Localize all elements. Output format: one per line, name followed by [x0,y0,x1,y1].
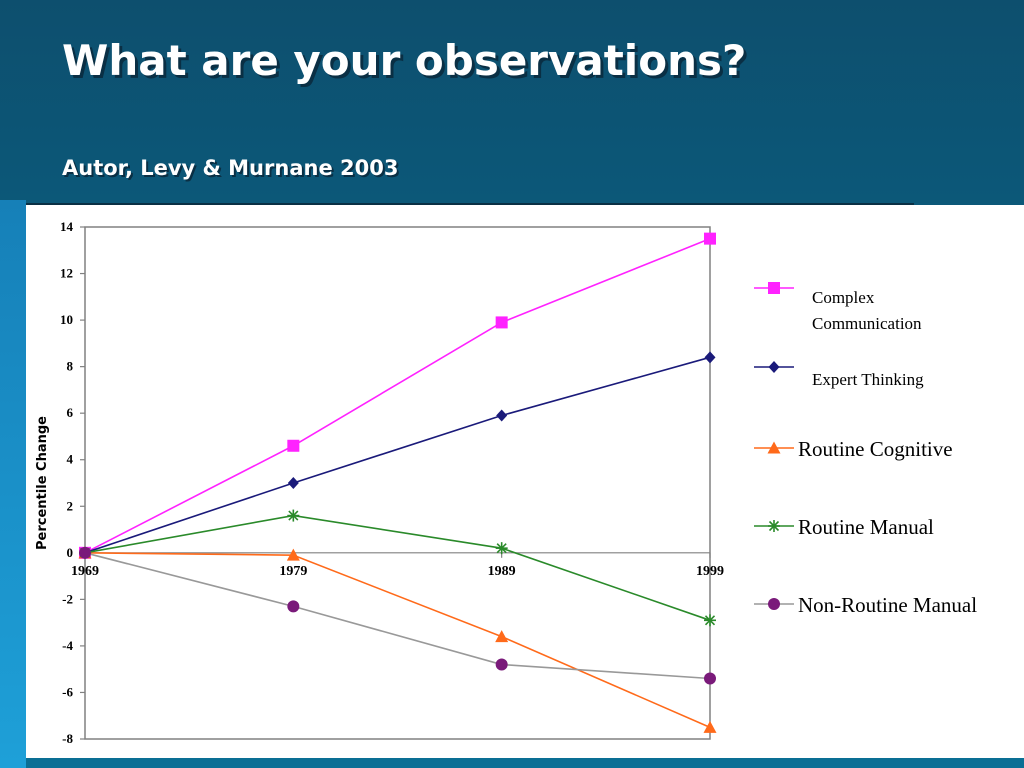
legend-item-routine-cognitive: Routine Cognitive [754,437,953,461]
y-tick-label: -4 [62,638,73,653]
data-point-routine-cognitive [495,630,509,643]
data-point-non-routine-manual [495,658,508,671]
legend-item-complex-communication: Complex Communication [754,282,922,333]
series-line-expert-thinking [84,356,711,554]
legend-item-expert-thinking: Expert Thinking [754,361,924,389]
legend-marker [768,598,780,610]
asterisk-stroke [288,510,299,521]
x-tick-label: 1999 [696,564,724,579]
legend-item-non-routine-manual: Non-Routine Manual [754,593,977,617]
data-point-non-routine-manual [79,546,91,559]
data-point-complex-communication [704,232,716,245]
y-axis: -8 -6 -4 -2 0 2 4 6 8 10 12 14 [60,219,85,746]
left-accent-band [0,200,26,768]
y-tick-label: -8 [62,731,73,746]
data-point-expert-thinking [287,477,299,489]
series-line-routine-cognitive [84,552,711,729]
data-point-expert-thinking [496,409,508,422]
y-tick-label: 12 [60,266,73,281]
legend-marker [768,520,780,532]
data-point-routine-manual [704,614,716,627]
y-tick-label: -2 [62,591,73,606]
legend-item-routine-manual: Routine Manual [754,515,934,539]
legend-label: Communication [812,314,922,333]
y-tick-label: 0 [67,545,74,560]
data-point-complex-communication [287,439,300,452]
x-axis: 1969 1979 1989 1999 [71,552,724,579]
y-tick-label: 4 [67,452,74,467]
chart-panel: -8 -6 -4 -2 0 2 4 6 8 10 12 14 1969 1979 1989 1999 Com… [26,205,1024,758]
plot-area [84,226,711,740]
series-line-complex-communication [84,237,711,554]
series-line-routine-manual [84,514,711,622]
y-tick-label: 2 [67,498,74,513]
y-tick-label: 6 [67,405,74,420]
slide-subtitle: Autor, Levy & Murnane 2003 [62,156,399,180]
data-point-routine-manual [287,509,300,522]
legend-marker [767,441,781,454]
legend-marker [768,282,780,294]
series-layer [78,232,717,733]
legend-marker [768,361,780,373]
legend-label: Non-Routine Manual [798,593,977,617]
x-tick-label: 1989 [488,564,516,579]
data-point-expert-thinking [704,351,716,364]
y-tick-label: -6 [62,684,73,699]
line-chart: -8 -6 -4 -2 0 2 4 6 8 10 12 14 1969 1979 1989 1999 Com… [35,219,977,746]
x-tick-label: 1979 [279,564,307,579]
x-tick-label: 1969 [71,564,99,579]
data-point-routine-cognitive [286,548,300,561]
slide-title: What are your observations? [62,36,747,85]
legend-label: Complex [812,288,875,307]
data-point-non-routine-manual [287,600,300,613]
series-line-non-routine-manual [84,552,711,680]
y-axis-label: Percentile Change [35,416,50,550]
asterisk-stroke [496,543,507,554]
legend-label: Routine Cognitive [798,437,953,461]
data-point-non-routine-manual [704,672,716,685]
y-tick-label: 10 [60,312,73,327]
legend: Complex Communication Expert Thinking Routi… [754,282,977,617]
legend-label: Expert Thinking [812,370,924,389]
data-point-complex-communication [495,316,508,329]
asterisk-stroke [704,615,716,626]
data-point-routine-cognitive [703,720,717,733]
data-point-routine-manual [495,542,508,555]
asterisk-stroke [768,520,780,532]
legend-label: Routine Manual [798,515,934,539]
y-tick-label: 8 [67,359,74,374]
chart-top-rule [26,203,914,205]
y-tick-label: 14 [60,219,74,234]
